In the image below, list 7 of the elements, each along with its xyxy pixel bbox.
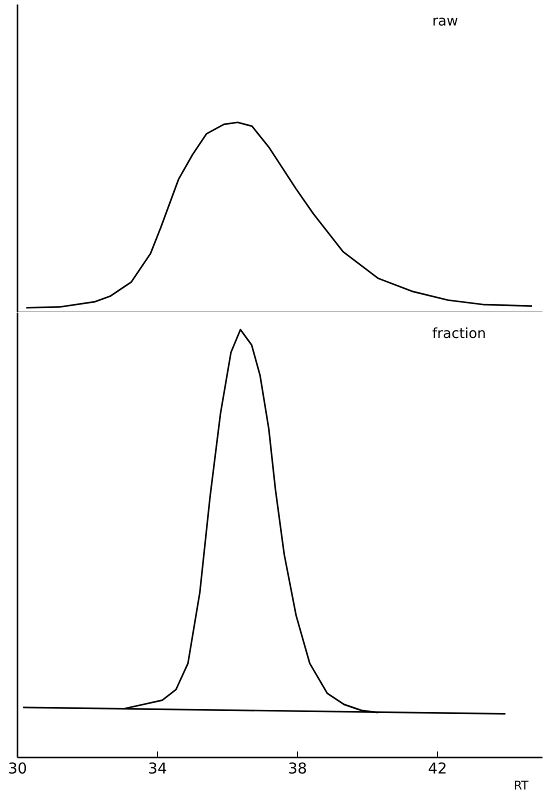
x-tick-label: 34 [148, 760, 168, 778]
annotation: fraction [432, 326, 486, 342]
x-tick-label: 30 [8, 760, 28, 778]
x-axis-title: RT [514, 778, 530, 792]
x-tick-label: 38 [288, 760, 308, 778]
x-tick-label: 42 [428, 760, 448, 778]
text: raw [432, 14, 458, 30]
